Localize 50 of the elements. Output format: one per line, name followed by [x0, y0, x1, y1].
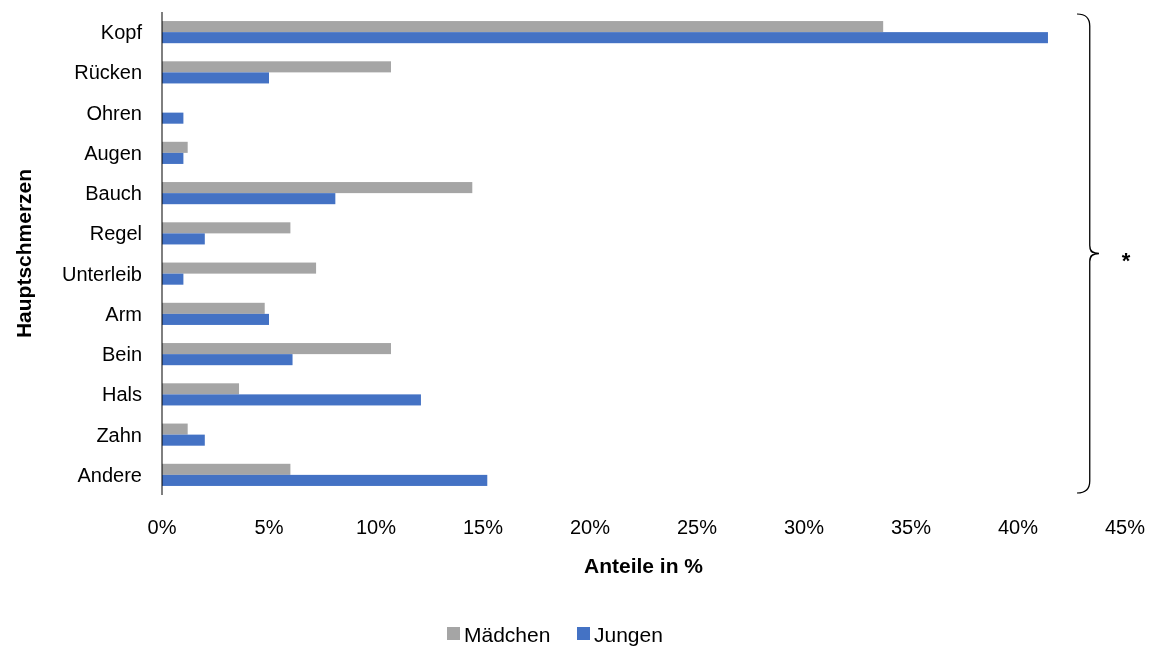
bar [162, 61, 391, 73]
bar [162, 423, 188, 435]
y-tick-label: Rücken [74, 61, 142, 84]
x-tick-label: 0% [147, 516, 177, 538]
bar [162, 141, 188, 153]
bar [162, 182, 473, 194]
bar [162, 112, 184, 124]
legend-label: Jungen [594, 623, 663, 647]
y-axis-title: Hauptschmerzen [12, 168, 35, 339]
x-tick-label: 25% [676, 516, 718, 538]
x-tick-label: 40% [997, 516, 1039, 538]
bar [162, 313, 269, 325]
x-tick-label: 45% [1104, 516, 1146, 538]
x-tick-label: 5% [254, 516, 284, 538]
bar [162, 21, 884, 33]
bar [162, 383, 240, 395]
bar [162, 152, 184, 164]
y-tick-label: Zahn [96, 423, 142, 446]
bar [162, 233, 205, 245]
y-tick-label: Bauch [85, 182, 142, 205]
y-tick-label: Hals [101, 383, 142, 406]
bar [162, 474, 488, 486]
x-axis-title: Anteile in % [583, 554, 704, 577]
bar [162, 72, 269, 84]
bar [162, 354, 293, 366]
x-tick-label: 35% [890, 516, 932, 538]
y-tick-label: Andere [77, 463, 142, 486]
y-tick-label: Bein [101, 343, 142, 366]
y-tick-label: Ohren [86, 101, 142, 124]
x-tick-label: 20% [569, 516, 611, 538]
y-tick-label: Unterleib [61, 262, 142, 285]
bar [162, 343, 391, 355]
bar [162, 32, 1048, 44]
bar [162, 273, 184, 285]
y-tick-label: Augen [84, 141, 142, 164]
bar [162, 394, 421, 406]
y-tick-label: Kopf [100, 21, 143, 44]
bar [162, 434, 205, 446]
x-tick-label: 10% [355, 516, 397, 538]
bar [162, 262, 317, 274]
x-tick-label: 30% [783, 516, 825, 538]
legend-label: Mädchen [464, 623, 551, 647]
bar [162, 222, 291, 234]
bar [162, 463, 291, 475]
y-tick-label: Arm [105, 302, 142, 325]
annotation: * [1121, 247, 1131, 273]
y-tick-label: Regel [89, 222, 142, 245]
bar [162, 193, 336, 205]
bar [162, 302, 265, 314]
x-tick-label: 15% [462, 516, 504, 538]
